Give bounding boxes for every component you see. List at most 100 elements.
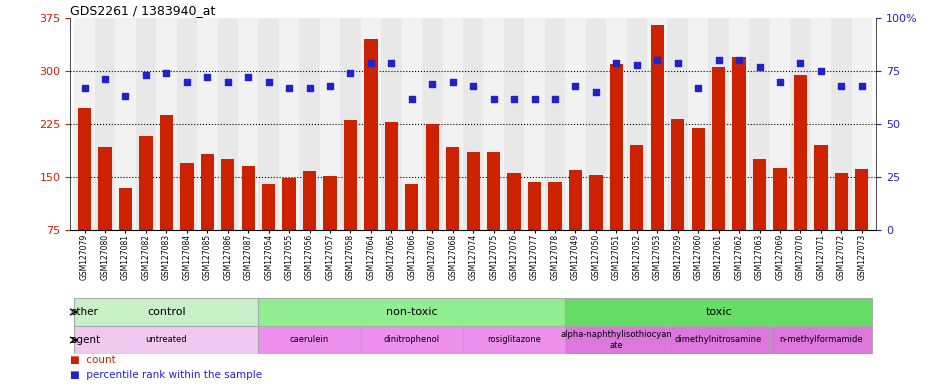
Bar	[666, 326, 768, 354]
Bar	[666, 18, 687, 230]
Bar	[282, 179, 296, 283]
Bar	[258, 18, 279, 230]
Text: other: other	[70, 307, 98, 317]
Point	[710, 57, 725, 63]
Bar	[548, 182, 561, 283]
Point	[731, 57, 746, 63]
Bar	[241, 166, 255, 283]
Bar	[606, 18, 626, 230]
Bar	[670, 119, 683, 283]
Point	[220, 78, 235, 84]
Point	[97, 76, 112, 83]
Bar	[630, 145, 643, 283]
Bar	[402, 18, 421, 230]
Bar	[360, 18, 381, 230]
Point	[752, 64, 767, 70]
Bar	[585, 18, 606, 230]
Bar	[768, 18, 789, 230]
Bar	[728, 18, 749, 230]
Bar	[462, 326, 564, 354]
Bar	[466, 152, 479, 283]
Bar	[360, 326, 462, 354]
Bar	[504, 18, 524, 230]
Point	[506, 96, 521, 102]
Bar	[564, 298, 871, 326]
Bar	[385, 122, 398, 283]
Bar	[119, 188, 132, 283]
Text: caerulein: caerulein	[289, 336, 329, 344]
Bar	[74, 18, 95, 230]
Bar	[74, 326, 258, 354]
Bar	[851, 18, 871, 230]
Text: dimethylnitrosamine: dimethylnitrosamine	[674, 336, 761, 344]
Bar	[487, 152, 500, 283]
Point	[854, 83, 869, 89]
Text: non-toxic: non-toxic	[386, 307, 437, 317]
Text: dinitrophenol: dinitrophenol	[384, 336, 439, 344]
Point	[771, 78, 786, 84]
Point	[629, 61, 644, 68]
Bar	[258, 326, 360, 354]
Point	[608, 60, 623, 66]
Point	[118, 93, 133, 99]
Bar	[262, 184, 275, 283]
Bar	[299, 18, 319, 230]
Bar	[404, 184, 418, 283]
Point	[567, 83, 582, 89]
Bar	[177, 18, 197, 230]
Bar	[830, 18, 851, 230]
Bar	[609, 64, 622, 283]
Point	[669, 60, 684, 66]
Point	[833, 83, 848, 89]
Bar	[340, 18, 360, 230]
Bar	[647, 18, 666, 230]
Point	[159, 70, 174, 76]
Point	[77, 85, 92, 91]
Bar	[344, 121, 357, 283]
Point	[424, 81, 439, 87]
Point	[179, 78, 194, 84]
Bar	[711, 68, 724, 283]
Bar	[446, 147, 459, 283]
Text: n-methylformamide: n-methylformamide	[778, 336, 862, 344]
Bar	[708, 18, 728, 230]
Bar	[139, 136, 153, 283]
Bar	[425, 124, 438, 283]
Bar	[749, 18, 768, 230]
Point	[792, 60, 807, 66]
Point	[445, 78, 460, 84]
Bar	[813, 145, 826, 283]
Point	[301, 85, 316, 91]
Bar	[752, 159, 766, 283]
Point	[282, 85, 297, 91]
Bar	[527, 182, 541, 283]
Bar	[98, 147, 111, 283]
Point	[261, 78, 276, 84]
Point	[343, 70, 358, 76]
Text: toxic: toxic	[705, 307, 731, 317]
Bar	[217, 18, 238, 230]
Bar	[180, 163, 194, 283]
Bar	[524, 18, 544, 230]
Text: agent: agent	[70, 335, 101, 345]
Bar	[381, 18, 402, 230]
Bar	[687, 18, 708, 230]
Text: ■  count: ■ count	[70, 355, 116, 365]
Bar	[258, 298, 564, 326]
Bar	[768, 326, 871, 354]
Bar	[855, 169, 868, 283]
Bar	[483, 18, 504, 230]
Bar	[323, 175, 336, 283]
Bar	[442, 18, 462, 230]
Bar	[564, 326, 666, 354]
Bar	[544, 18, 564, 230]
Bar	[793, 74, 806, 283]
Text: control: control	[147, 307, 185, 317]
Point	[526, 96, 541, 102]
Bar	[319, 18, 340, 230]
Bar	[732, 57, 745, 283]
Bar	[159, 115, 173, 283]
Bar	[834, 174, 847, 283]
Bar	[78, 108, 91, 283]
Bar	[95, 18, 115, 230]
